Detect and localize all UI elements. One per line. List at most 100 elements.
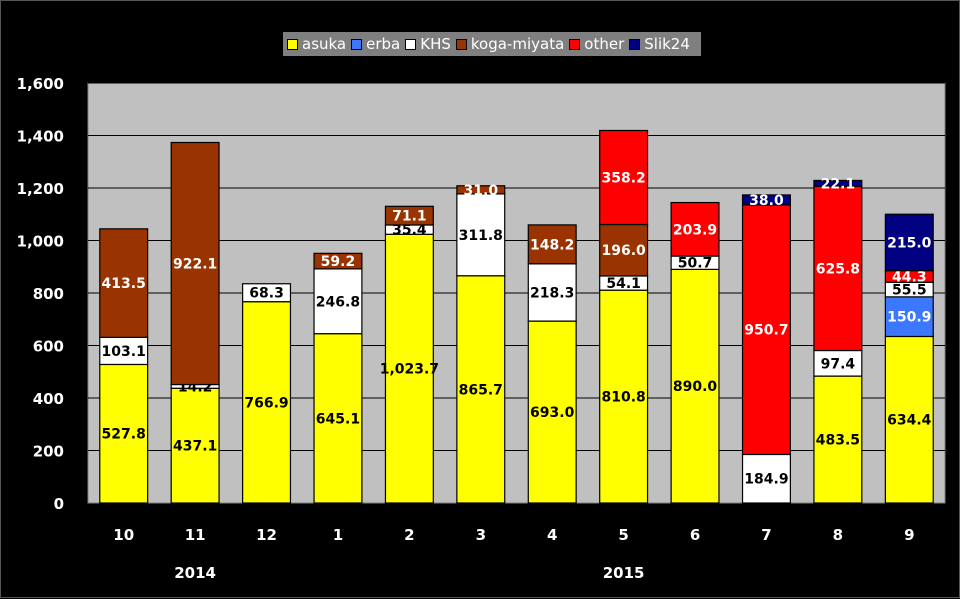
- y-tick-label: 0: [54, 495, 64, 513]
- bar-segment-erba: [884, 296, 934, 338]
- data-label: 865.7: [459, 382, 503, 398]
- bar-segment-asuka: [99, 363, 149, 504]
- bar-segment-koga-miyata: [456, 185, 506, 195]
- legend-label: asuka: [302, 35, 347, 53]
- data-label: 437.1: [173, 439, 217, 455]
- legend-item: asuka: [287, 35, 346, 53]
- bar-segment-asuka: [813, 375, 863, 504]
- data-label: 527.8: [102, 427, 146, 443]
- data-label: 413.5: [102, 276, 146, 292]
- data-label: 148.2: [530, 237, 574, 253]
- y-tick-label: 200: [33, 443, 64, 461]
- bar-segment-koga-miyata: [99, 228, 149, 338]
- y-tick-label: 400: [33, 390, 64, 408]
- bar-segment-khs: [813, 349, 863, 377]
- data-label: 215.0: [887, 235, 932, 251]
- data-label: 645.1: [316, 411, 360, 427]
- legend-swatch: [405, 38, 417, 50]
- data-label: 71.1: [392, 209, 427, 225]
- bar-segment-koga-miyata: [384, 205, 434, 226]
- data-label: 54.1: [606, 276, 641, 292]
- bar-segment-koga-miyata: [170, 141, 220, 386]
- bar-segment-slik24: [741, 194, 791, 206]
- legend-swatch: [455, 38, 467, 50]
- x-tick-label: 1: [333, 526, 343, 544]
- data-label: 203.9: [673, 222, 717, 238]
- bar-segment-koga-miyata: [527, 224, 577, 265]
- y-tick-label: 1,000: [17, 233, 64, 251]
- year-label: 2015: [603, 564, 645, 582]
- legend-label: KHS: [420, 35, 451, 53]
- legend-item: Slik24: [629, 35, 690, 53]
- bar-segment-khs: [313, 268, 363, 335]
- data-label: 31.0: [464, 183, 499, 199]
- x-tick-label: 4: [547, 526, 557, 544]
- legend: asuka erba KHS koga-miyata other Slik24: [283, 32, 701, 56]
- x-tick-label: 7: [761, 526, 771, 544]
- data-label: 810.8: [601, 390, 645, 406]
- bar-segment-khs: [99, 336, 149, 366]
- legend-label: erba: [366, 35, 401, 53]
- data-label: 59.2: [321, 254, 356, 270]
- data-label: 483.5: [816, 433, 860, 449]
- bar-segment-slik24: [813, 179, 863, 187]
- bar-segment-asuka: [313, 333, 363, 504]
- legend-label: koga-miyata: [470, 35, 565, 53]
- data-label: 150.9: [887, 310, 931, 326]
- data-label: 38.0: [749, 193, 784, 209]
- x-tick-label: 5: [618, 526, 628, 544]
- bar-segment-koga-miyata: [313, 252, 363, 270]
- legend-label: Slik24: [644, 35, 690, 53]
- legend-swatch: [629, 38, 641, 50]
- data-label: 184.9: [744, 472, 788, 488]
- bar-segment-khs: [456, 193, 506, 277]
- x-tick-label: 12: [256, 526, 277, 544]
- legend-swatch: [569, 38, 581, 50]
- data-label: 50.7: [678, 256, 713, 272]
- data-label: 103.1: [102, 344, 146, 360]
- bar-segment-asuka: [670, 268, 720, 504]
- legend-item: koga-miyata: [455, 35, 565, 53]
- bar-segment-slik24: [884, 213, 934, 272]
- data-label: 634.4: [887, 413, 932, 429]
- data-label: 55.5: [892, 283, 927, 299]
- y-tick-label: 1,400: [17, 128, 64, 146]
- x-tick-label: 3: [476, 526, 486, 544]
- bar-segment-asuka: [456, 275, 506, 504]
- bar-segment-other: [599, 129, 649, 226]
- bar-segment-asuka: [242, 301, 292, 504]
- data-label: 44.3: [892, 269, 927, 285]
- data-label: 246.8: [316, 294, 360, 310]
- bar-segment-asuka: [599, 289, 649, 504]
- data-label: 311.8: [459, 228, 503, 244]
- y-tick-label: 1,200: [17, 180, 64, 198]
- y-tick-label: 800: [33, 285, 64, 303]
- data-label: 950.7: [744, 323, 788, 339]
- data-label: 1,023.7: [380, 362, 439, 378]
- y-tick-label: 600: [33, 338, 64, 356]
- bar-segment-other: [741, 204, 791, 456]
- bar-segment-khs: [242, 283, 292, 303]
- data-label: 35.4: [392, 223, 427, 239]
- legend-item: KHS: [405, 35, 451, 53]
- bar-segment-asuka: [170, 387, 220, 504]
- data-label: 358.2: [601, 171, 645, 187]
- data-label: 625.8: [816, 261, 860, 277]
- data-label: 922.1: [173, 257, 217, 273]
- data-label: 766.9: [244, 395, 288, 411]
- x-tick-label: 2: [404, 526, 414, 544]
- bar-segment-khs: [741, 453, 791, 504]
- data-label: 97.4: [821, 356, 856, 372]
- data-label: 196.0: [601, 243, 646, 259]
- data-label: 68.3: [249, 286, 284, 302]
- bar-segment-asuka: [884, 335, 934, 504]
- x-tick-label: 11: [185, 526, 206, 544]
- bar-segment-asuka: [527, 320, 577, 504]
- y-tick-label: 1,600: [17, 75, 64, 93]
- legend-swatch: [287, 38, 298, 50]
- x-tick-label: 9: [904, 526, 914, 544]
- legend-label: other: [584, 35, 625, 53]
- legend-item: erba: [351, 35, 400, 53]
